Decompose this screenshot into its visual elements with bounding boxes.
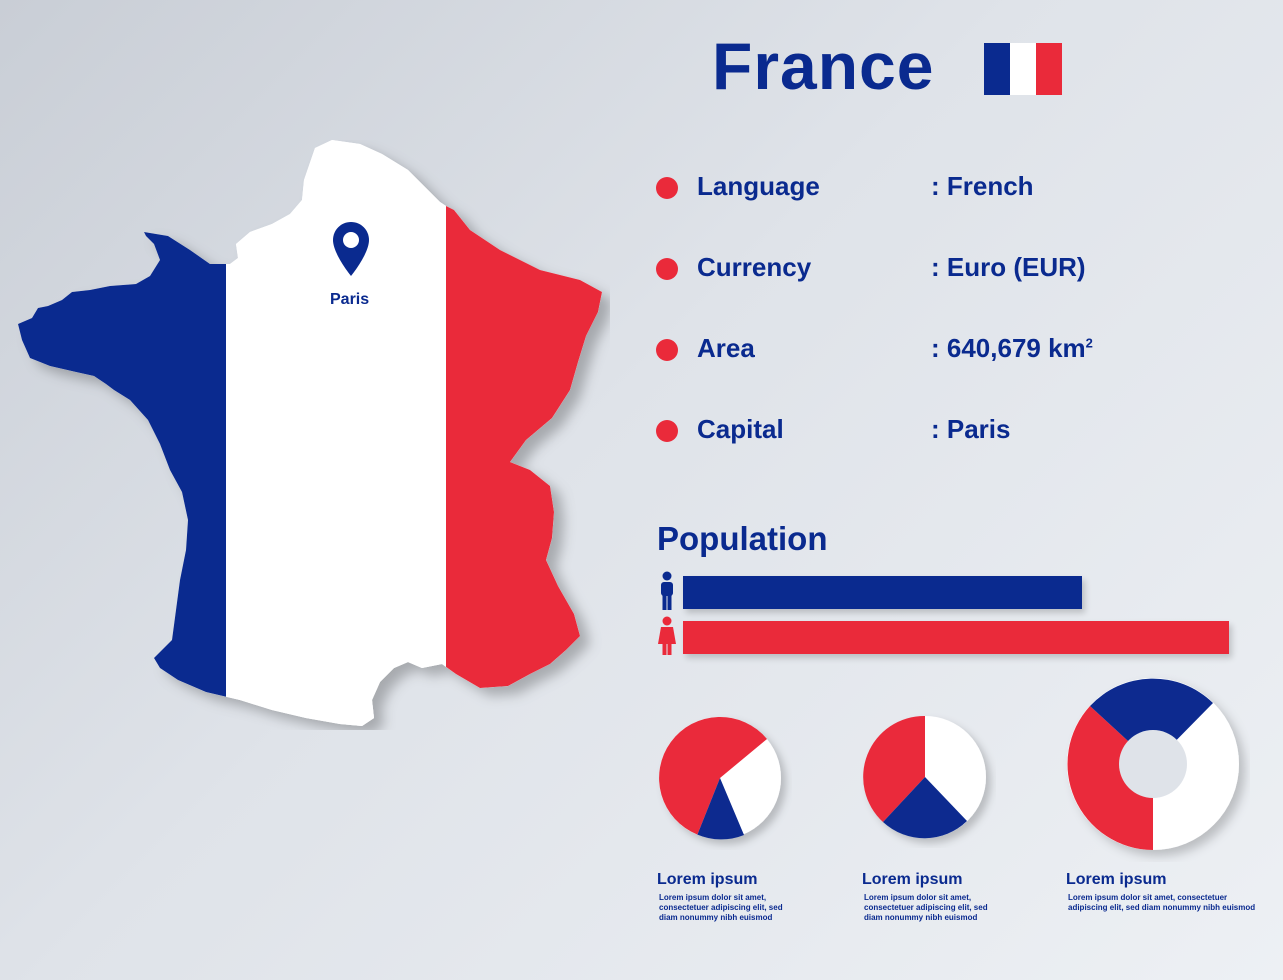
population-title: Population bbox=[657, 520, 828, 557]
page-title: France bbox=[712, 29, 935, 103]
info-row-language: Language : French bbox=[656, 167, 1216, 207]
pie-2-caption-title: Lorem ipsum bbox=[862, 871, 963, 888]
pie-chart-1 bbox=[659, 716, 781, 840]
donut-chart bbox=[1067, 678, 1239, 850]
bullet-icon bbox=[656, 258, 678, 280]
pie-1-caption-text: Lorem ipsum dolor sit amet, consectetuer… bbox=[659, 893, 783, 922]
female-population-bar bbox=[683, 621, 1229, 654]
male-population-bar bbox=[683, 576, 1082, 609]
bullet-icon bbox=[656, 420, 678, 442]
info-label: Language bbox=[697, 171, 820, 201]
info-label: Currency bbox=[697, 252, 812, 282]
info-value: : Euro (EUR) bbox=[931, 252, 1086, 282]
france-flag-icon bbox=[984, 43, 1062, 95]
pie-chart-2 bbox=[863, 715, 986, 839]
area-unit-superscript: 2 bbox=[1085, 335, 1093, 351]
info-value: : Paris bbox=[931, 414, 1011, 444]
info-row-currency: Currency : Euro (EUR) bbox=[656, 248, 1216, 288]
donut-caption-title: Lorem ipsum bbox=[1066, 871, 1167, 888]
bullet-icon bbox=[656, 177, 678, 199]
donut-caption-text: Lorem ipsum dolor sit amet, consectetuer… bbox=[1068, 893, 1256, 912]
info-row-area: Area : 640,679 km2 bbox=[656, 329, 1216, 369]
france-map bbox=[10, 140, 610, 735]
bullet-icon bbox=[656, 339, 678, 361]
pie-1-caption-title: Lorem ipsum bbox=[657, 871, 758, 888]
location-pin-icon bbox=[333, 222, 369, 276]
info-value: : French bbox=[931, 171, 1034, 201]
female-person-icon bbox=[658, 616, 676, 655]
info-row-capital: Capital : Paris bbox=[656, 410, 1216, 450]
capital-map-label: Paris bbox=[330, 291, 370, 308]
info-value: : 640,679 km2 bbox=[931, 333, 1093, 363]
pie-2-caption-text: Lorem ipsum dolor sit amet, consectetuer… bbox=[864, 893, 988, 922]
info-label: Area bbox=[697, 333, 755, 363]
info-label: Capital bbox=[697, 414, 784, 444]
male-person-icon bbox=[661, 571, 673, 610]
